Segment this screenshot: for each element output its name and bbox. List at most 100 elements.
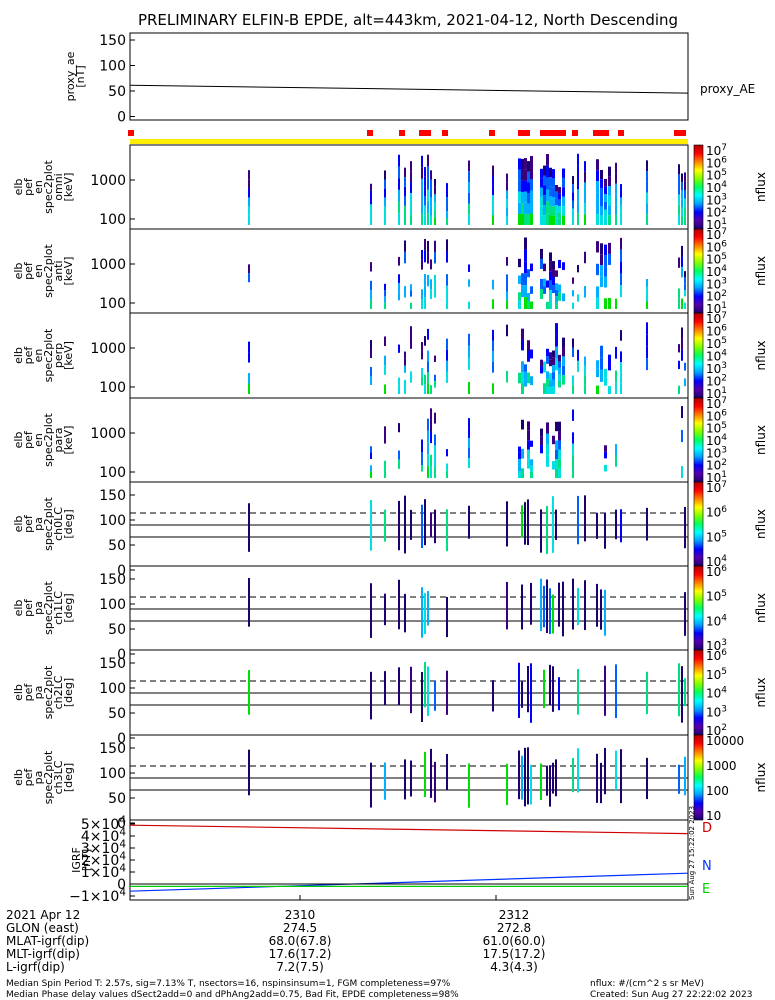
spec-mark-p3 — [427, 328, 429, 340]
pa-mark-p8 — [546, 765, 548, 796]
spec-mark-p2 — [524, 261, 527, 274]
spec-mark-p3 — [620, 383, 622, 394]
spec-mark-p3 — [370, 376, 372, 386]
spec-mark-p4 — [468, 428, 470, 439]
spec-mark-p1 — [549, 205, 552, 216]
spec-mark-p1 — [572, 208, 574, 217]
spec-mark-p4 — [521, 448, 524, 459]
ylabel-omni-5: [keV] — [62, 173, 75, 202]
created-stamp: Created: Sun Aug 27 22:22:02 2023 — [590, 990, 753, 1000]
spec-mark-p2 — [398, 282, 400, 292]
spec-mark-p4 — [615, 455, 617, 467]
spec-mark-p2 — [540, 258, 543, 269]
spec-mark-p2 — [430, 289, 432, 300]
spec-mark-p4 — [370, 465, 372, 472]
spec-mark-p2 — [434, 274, 436, 287]
ylabel-ch1lc-0: elb — [12, 600, 25, 617]
pa-mark-p5 — [527, 499, 529, 546]
spec-mark-p2 — [620, 273, 622, 286]
ytick-label-igrf-2: 3×104 — [81, 838, 126, 857]
spec-mark-p4 — [370, 446, 372, 453]
footer-v1-1: 274.5 — [282, 921, 318, 935]
spec-mark-p3 — [424, 336, 426, 346]
cbar-tick-ch2lc-2: 104 — [706, 686, 727, 701]
spec-mark-p1 — [552, 187, 555, 198]
pa-mark-p7 — [521, 681, 523, 708]
spec-mark-p1 — [410, 214, 412, 225]
spec-mark-p3 — [248, 341, 250, 353]
spec-mark-p1 — [506, 207, 508, 217]
ylabel-ch2lc-0: elb — [12, 684, 25, 701]
pa-mark-p8 — [678, 764, 680, 794]
pa-mark-p5 — [506, 501, 508, 547]
spec-mark-p2 — [506, 291, 508, 301]
spec-mark-p1 — [384, 188, 386, 198]
pa-mark-p6 — [577, 587, 579, 625]
igrf-legend-E: E — [702, 882, 710, 897]
spec-mark-p4 — [398, 450, 400, 460]
spec-mark-p3 — [404, 351, 406, 359]
ylabel-ch1lc-2: pa — [32, 601, 45, 615]
ylabel-omni-3: spec2plot — [42, 160, 55, 214]
pa-mark-p5 — [370, 500, 372, 551]
spec-mark-p1 — [421, 178, 423, 191]
spec-mark-p4 — [604, 451, 607, 459]
spec-mark-p1 — [543, 175, 546, 186]
spec-mark-p3 — [596, 360, 599, 369]
spec-mark-p4 — [530, 471, 533, 478]
spec-mark-p3 — [492, 351, 494, 362]
spec-mark-p2 — [430, 259, 432, 270]
pa-mark-p6 — [424, 593, 426, 635]
spec-mark-p2 — [398, 291, 400, 301]
spec-mark-p2 — [530, 286, 533, 294]
ylabel-ch3lc-0: elb — [12, 769, 25, 786]
nflux-units: nflux: #/(cm^2 s sr MeV) — [590, 979, 704, 989]
spec-mark-p3 — [584, 384, 586, 394]
status-flag-5 — [489, 130, 495, 136]
spec-mark-p1 — [398, 213, 400, 225]
spec-mark-p3 — [248, 373, 250, 384]
spec-mark-p2 — [421, 289, 423, 300]
spec-mark-p2 — [384, 296, 386, 303]
spec-mark-p1 — [384, 215, 386, 225]
spec-mark-p2 — [596, 286, 599, 298]
pa-mark-p5 — [620, 509, 622, 543]
spec-mark-p1 — [600, 197, 603, 207]
pa-mark-p7 — [681, 666, 683, 723]
footer-v2-0: 2312 — [498, 908, 530, 922]
cbar-tick-ch1lc-0: 106 — [706, 564, 727, 579]
spec-mark-p3 — [549, 373, 552, 381]
spec-mark-p2 — [427, 252, 429, 264]
spec-mark-p3 — [604, 377, 607, 386]
spec-mark-p2 — [543, 263, 546, 272]
spec-mark-p3 — [620, 362, 622, 373]
status-flag-1 — [367, 130, 373, 136]
spec-mark-p1 — [555, 185, 558, 192]
spec-mark-p4 — [527, 449, 530, 460]
spec-mark-p1 — [492, 185, 494, 196]
pa-mark-p6 — [562, 581, 564, 637]
spec-mark-p2 — [446, 297, 448, 309]
pa-mark-p5 — [446, 509, 448, 552]
pa-mark-p6 — [427, 591, 429, 626]
spec-mark-p1 — [584, 214, 586, 225]
spec-mark-p1 — [681, 207, 683, 217]
spec-mark-p2 — [427, 240, 429, 253]
ytick-label-ch3lc-2: 50 — [108, 791, 126, 807]
spec-mark-p3 — [552, 365, 555, 373]
spec-mark-p4 — [555, 459, 558, 469]
spec-mark-p2 — [681, 256, 683, 267]
spec-mark-p2 — [549, 271, 552, 281]
spec-mark-p1 — [468, 214, 470, 225]
spec-mark-p1 — [584, 161, 586, 172]
spec-mark-p1 — [446, 190, 448, 198]
spec-mark-p2 — [530, 301, 533, 309]
pa-mark-p5 — [384, 509, 386, 542]
spec-mark-p2 — [446, 285, 448, 298]
spec-mark-p1 — [562, 168, 565, 178]
pa-mark-p8 — [430, 748, 432, 798]
footer-label-4: L-igrf(dip) — [6, 960, 65, 974]
cbar-tick-ch3lc-1: 1000 — [706, 759, 737, 773]
ytick-label-anti-1: 100 — [99, 296, 126, 312]
